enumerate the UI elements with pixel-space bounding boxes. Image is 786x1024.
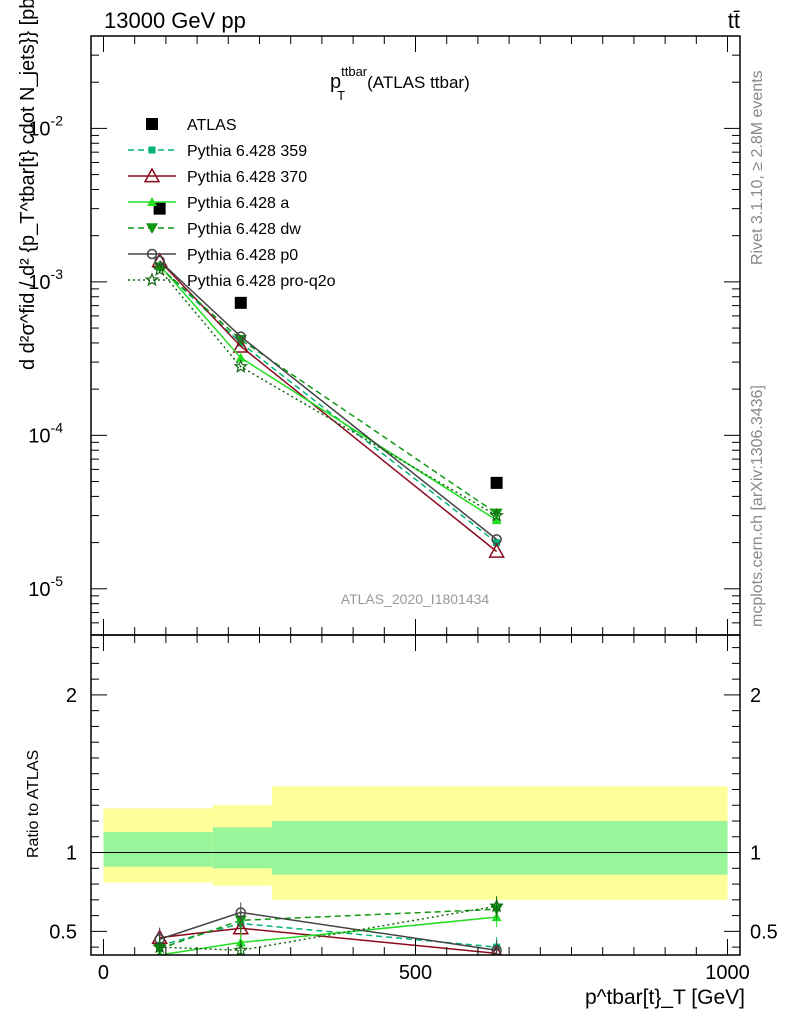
data-point-pq2o xyxy=(233,359,249,373)
ratio-series-layer xyxy=(151,896,504,955)
data-point-pa xyxy=(235,352,246,362)
y-tick-label: 10-2 xyxy=(28,112,63,140)
y-axis-label-main: d d²σ^fid / d² {p_T^tbar[t} cdot N_jets}… xyxy=(17,0,39,370)
legend-marker-p370 xyxy=(143,167,161,183)
legend-label-p370: Pythia 6.428 370 xyxy=(187,169,307,186)
data-point-pq2o xyxy=(489,507,504,522)
ratio-y-tick-label-right: 1 xyxy=(750,843,761,865)
legend-label-atlas: ATLAS xyxy=(187,117,237,134)
data-point-pp0 xyxy=(491,534,502,545)
ratio-panel xyxy=(91,786,740,900)
data-point-pa xyxy=(491,515,502,525)
rivet-version-note: Rivet 3.1.10, ≥ 2.8M events xyxy=(749,70,766,265)
uncertainty-band-inner xyxy=(271,821,728,875)
legend-marker-pq2o xyxy=(144,272,160,287)
legend-marker-pa xyxy=(147,197,157,206)
header-left: 13000 GeV pp xyxy=(104,8,246,33)
ratio-y-tick-label: 0.5 xyxy=(49,921,77,943)
data-point-atlas xyxy=(490,476,503,489)
header-right: tt̄ xyxy=(728,8,740,33)
x-tick-label: 1000 xyxy=(705,962,750,984)
ratio-line-pq2o xyxy=(159,905,497,952)
y-axis-label-ratio: Ratio to ATLAS xyxy=(25,750,42,858)
legend-marker-p359 xyxy=(148,146,156,154)
series-line-pa xyxy=(159,264,498,521)
ratio-ticks: 0.5 0.5 1 1 2 2 0 500 1000 xyxy=(49,635,778,984)
x-tick-label: 0 xyxy=(98,962,109,984)
uncertainty-band-inner xyxy=(212,827,272,869)
legend-marker-pdw xyxy=(146,223,158,234)
legend-marker-atlas xyxy=(146,118,158,130)
analysis-watermark: ATLAS_2020_I1801434 xyxy=(341,591,490,607)
plot-title: pttbar T (ATLAS ttbar) xyxy=(330,64,470,103)
ratio-point-pq2o xyxy=(152,939,167,954)
data-point-pdw xyxy=(234,334,247,346)
data-point-p370 xyxy=(232,337,250,353)
ratio-y-tick-label-right: 2 xyxy=(750,685,761,707)
data-point-pp0 xyxy=(235,331,247,342)
data-point-p359 xyxy=(493,539,501,547)
legend-label-p359: Pythia 6.428 359 xyxy=(187,143,307,160)
data-point-atlas xyxy=(234,296,247,309)
data-point-pp0 xyxy=(154,255,165,267)
legend-label-pa: Pythia 6.428 a xyxy=(187,195,289,212)
series-line-pdw xyxy=(159,266,498,515)
plot-title-sub: T xyxy=(337,88,345,103)
mcplots-note: mcplots.cern.ch [arXiv:1306.3436] xyxy=(749,385,766,627)
ratio-y-tick-label: 1 xyxy=(66,843,77,865)
plot-title-sup: ttbar xyxy=(341,64,368,79)
plot-title-main: p xyxy=(330,71,341,93)
y-tick-label: 10-3 xyxy=(28,266,63,294)
y-tick-label: 10-5 xyxy=(28,573,63,601)
ratio-point-pq2o xyxy=(489,898,504,913)
main-ticks: 10-5 10-4 10-3 10-2 xyxy=(28,35,740,635)
data-point-pdw xyxy=(490,508,503,520)
data-point-pq2o xyxy=(152,262,167,276)
ratio-point-pp0 xyxy=(235,907,247,918)
series-line-pq2o xyxy=(159,269,498,517)
y-tick-label: 10-4 xyxy=(28,419,63,447)
series-line-p370 xyxy=(159,260,498,553)
main-series-layer xyxy=(151,202,505,558)
legend-marker-pp0 xyxy=(146,248,158,260)
legend-label-pdw: Pythia 6.428 dw xyxy=(187,221,301,238)
x-axis-label: p^tbar[t}_T [GeV] xyxy=(585,986,745,1009)
plot-title-suffix: (ATLAS ttbar) xyxy=(367,73,470,92)
series-line-pp0 xyxy=(159,260,498,540)
ratio-line-p359 xyxy=(159,922,497,948)
ratio-y-tick-label: 2 xyxy=(66,685,77,707)
ratio-point-pq2o xyxy=(233,942,249,955)
legend-label-pp0: Pythia 6.428 p0 xyxy=(187,247,298,264)
legend: ATLAS Pythia 6.428 359 Pythia 6.428 370 Pyt… xyxy=(128,117,336,290)
ratio-y-tick-label-right: 0.5 xyxy=(750,921,778,943)
data-point-p370 xyxy=(488,542,505,558)
uncertainty-band-inner xyxy=(103,832,213,867)
legend-label-pq2o: Pythia 6.428 pro-q2o xyxy=(187,273,336,290)
x-tick-label: 500 xyxy=(399,962,432,984)
